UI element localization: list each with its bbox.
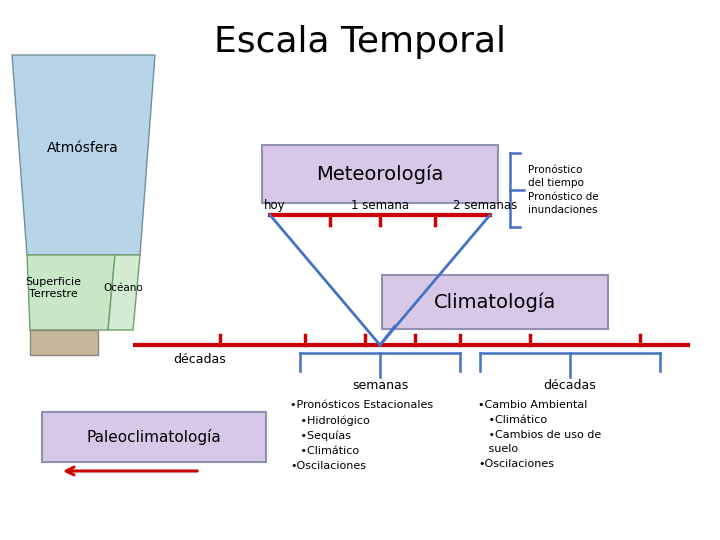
Text: 1 semana: 1 semana xyxy=(351,199,409,212)
Text: •Cambio Ambiental
   •Climático
   •Cambios de uso de
   suelo
•Oscilaciones: •Cambio Ambiental •Climático •Cambios de… xyxy=(478,400,601,469)
Text: Climatología: Climatología xyxy=(434,292,556,312)
Polygon shape xyxy=(12,55,155,255)
Polygon shape xyxy=(30,330,98,355)
Text: Océano: Océano xyxy=(103,283,143,293)
FancyBboxPatch shape xyxy=(262,145,498,203)
Text: décadas: décadas xyxy=(174,353,226,366)
Text: semanas: semanas xyxy=(352,379,408,392)
Text: Meteorología: Meteorología xyxy=(316,164,444,184)
Text: décadas: décadas xyxy=(544,379,596,392)
Text: Paleoclimatología: Paleoclimatología xyxy=(86,429,221,445)
Polygon shape xyxy=(108,255,140,330)
Text: •Pronósticos Estacionales
   •Hidrológico
   •Sequías
   •Climático
•Oscilacione: •Pronósticos Estacionales •Hidrológico •… xyxy=(290,400,433,471)
Text: Pronóstico
del tiempo
Pronóstico de
inundaciones: Pronóstico del tiempo Pronóstico de inun… xyxy=(528,165,598,215)
Text: Atmósfera: Atmósfera xyxy=(47,141,119,155)
Text: Superficie
Terrestre: Superficie Terrestre xyxy=(25,277,81,299)
Polygon shape xyxy=(27,255,115,330)
FancyBboxPatch shape xyxy=(382,275,608,329)
Text: 2 semanas: 2 semanas xyxy=(453,199,517,212)
FancyBboxPatch shape xyxy=(42,412,266,462)
Text: Escala Temporal: Escala Temporal xyxy=(214,25,506,59)
Text: hoy: hoy xyxy=(264,199,286,212)
